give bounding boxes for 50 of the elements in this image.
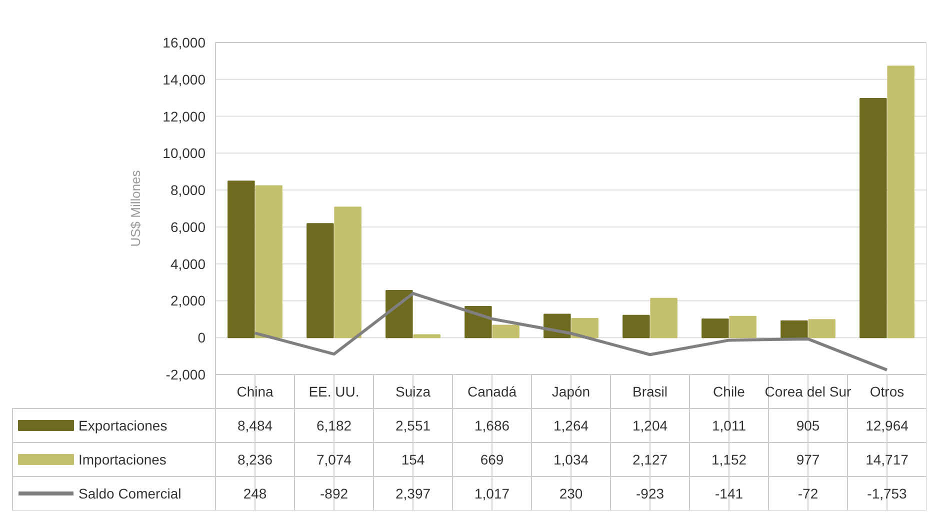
- data-label: 8,236: [237, 452, 273, 468]
- x-tick-label: China: [236, 384, 274, 400]
- data-label: 1,017: [474, 486, 510, 502]
- legend-label: Exportaciones: [78, 418, 168, 434]
- x-tick-label: Otros: [870, 384, 904, 400]
- data-label: 2,397: [395, 486, 431, 502]
- data-label: 230: [559, 486, 583, 502]
- data-label: 8,484: [237, 418, 273, 434]
- y-tick-label: 8,000: [170, 182, 206, 198]
- data-label: 669: [480, 452, 504, 468]
- y-tick-label: 4,000: [170, 256, 206, 272]
- data-label: 2,127: [632, 452, 668, 468]
- legend-label: Saldo Comercial: [78, 486, 182, 502]
- data-label: 1,204: [632, 418, 668, 434]
- y-tick-label: 0: [198, 330, 206, 346]
- x-tick-label: Japón: [552, 384, 590, 400]
- data-label: 1,034: [553, 452, 589, 468]
- legend-label: Importaciones: [78, 452, 166, 468]
- data-label: 2,551: [395, 418, 431, 434]
- y-tick-label: 14,000: [162, 71, 206, 88]
- data-label: -892: [320, 486, 348, 502]
- data-label: 154: [401, 452, 425, 468]
- x-tick-label: Corea del Sur: [764, 384, 852, 400]
- y-tick-label: 16,000: [162, 34, 206, 50]
- y-axis-title: US$ Millones: [128, 170, 143, 247]
- y-tick-label: 6,000: [170, 218, 206, 235]
- data-label: 1,264: [553, 418, 589, 434]
- data-label: 905: [796, 418, 820, 434]
- x-tick-label: Chile: [713, 384, 746, 400]
- data-label: -923: [636, 486, 664, 502]
- y-tick-label: 2,000: [170, 292, 206, 309]
- data-label: 1,686: [474, 418, 510, 434]
- y-tick-label: -2,000: [166, 366, 206, 382]
- y-tick-label: 10,000: [162, 145, 206, 162]
- data-label: 14,717: [866, 452, 909, 468]
- data-label: -1,753: [867, 486, 908, 502]
- data-label: -141: [714, 486, 744, 502]
- data-label: 977: [796, 452, 820, 468]
- data-label: 6,182: [316, 418, 352, 434]
- data-label: 1,152: [711, 452, 747, 468]
- x-tick-label: EE. UU.: [308, 384, 360, 400]
- data-label: 248: [243, 486, 267, 502]
- x-tick-label: Suiza: [395, 384, 431, 400]
- y-tick-label: 12,000: [162, 108, 206, 124]
- data-label: 1,011: [712, 418, 746, 434]
- x-tick-label: Canadá: [467, 384, 517, 400]
- data-label: 12,964: [866, 418, 909, 434]
- x-tick-label: Brasil: [632, 384, 668, 400]
- data-label: -72: [798, 486, 818, 502]
- data-label: 7,074: [316, 452, 352, 468]
